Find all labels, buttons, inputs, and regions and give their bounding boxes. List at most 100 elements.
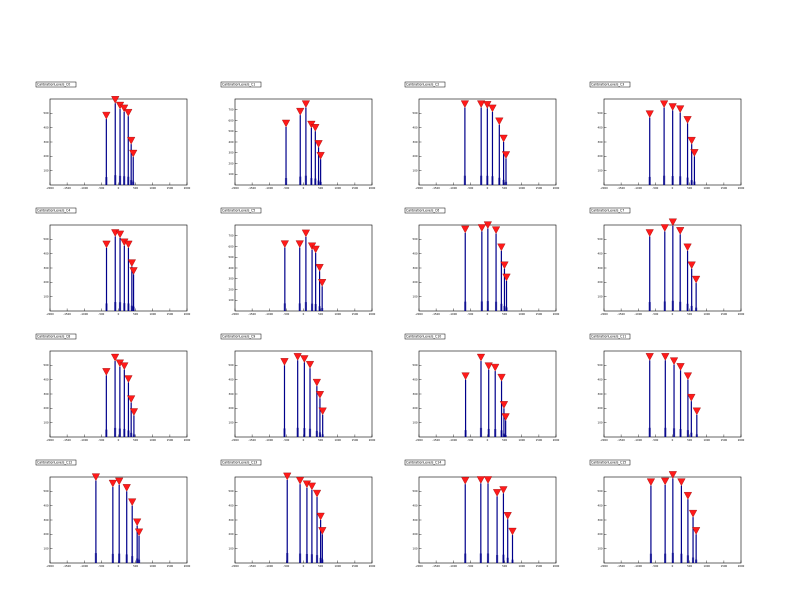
peak-base <box>113 427 117 437</box>
histogram-peak <box>123 369 125 437</box>
y-tick-label: 500 <box>413 489 418 493</box>
peak-base <box>663 301 666 311</box>
x-tick-label: -2000 <box>231 312 239 316</box>
peak-base <box>132 434 136 437</box>
x-tick-label: -1500 <box>432 186 440 190</box>
x-tick-label: 1000 <box>334 186 341 190</box>
histogram-peak <box>133 415 135 437</box>
peak-marker <box>484 362 493 371</box>
y-tick-label: 400 <box>413 378 418 382</box>
histogram-peak <box>105 375 107 437</box>
x-tick-label: -500 <box>652 438 658 442</box>
histogram-peak <box>500 250 502 311</box>
x-tick-label: 1500 <box>352 186 359 190</box>
peak-base <box>487 428 490 437</box>
histogram-peak <box>131 266 133 311</box>
histogram-peak <box>285 126 287 185</box>
x-tick-label: 1000 <box>334 564 341 568</box>
peak-base <box>505 307 508 311</box>
pad-title-box <box>589 81 631 88</box>
peak-base <box>671 300 674 311</box>
peak-base <box>671 552 674 563</box>
peak-marker <box>491 363 500 372</box>
y-tick-label: 300 <box>44 518 49 522</box>
y-tick-label: 600 <box>229 118 234 122</box>
x-tick-label: 500 <box>318 564 323 568</box>
peak-marker <box>497 243 506 252</box>
x-tick-label: 1500 <box>352 312 359 316</box>
peak-marker <box>311 124 320 132</box>
y-tick-label: 100 <box>598 421 603 425</box>
peak-marker <box>127 136 136 145</box>
peak-base <box>504 435 507 437</box>
histogram-pad: CalibrationLevels_C11 -2000 -1500 -1000 -500… <box>589 333 745 442</box>
peak-base <box>125 554 128 563</box>
histogram-pad: CalibrationLevels_C15 -2000 -1500 -1000 -500… <box>589 459 745 568</box>
y-tick-label: 300 <box>229 392 234 396</box>
histogram-peak <box>132 157 134 185</box>
histogram-peak <box>503 408 505 437</box>
peak-base <box>114 302 117 311</box>
peak-base <box>663 175 666 185</box>
peak-base <box>479 427 483 437</box>
peak-marker <box>301 100 310 108</box>
histogram-peak <box>486 108 488 185</box>
y-tick-label: 300 <box>413 140 418 144</box>
histogram-peak <box>320 159 322 185</box>
y-tick-label: 100 <box>413 421 418 425</box>
y-tick-label: 100 <box>44 295 49 299</box>
histogram-pad: CalibrationLevels_C1 -2000 -1500 -1000 -500 0… <box>220 81 376 190</box>
histogram-peak <box>495 233 497 311</box>
pad-title-box <box>589 333 631 340</box>
y-tick-label: 500 <box>229 129 234 133</box>
histogram-peak <box>315 252 317 311</box>
y-tick-label: 200 <box>44 280 49 284</box>
pad-title-box <box>35 459 77 466</box>
y-tick-label: 500 <box>413 111 418 115</box>
peak-base <box>480 301 483 311</box>
peak-marker <box>134 528 144 537</box>
x-tick-label: 0 <box>118 186 120 190</box>
peak-base <box>511 559 514 563</box>
peak-marker <box>315 264 324 272</box>
x-tick-label: -1500 <box>248 186 256 190</box>
peak-base <box>464 430 467 437</box>
y-tick-label: 400 <box>229 266 234 270</box>
x-tick-label: -1500 <box>617 186 625 190</box>
y-tick-label: 200 <box>413 280 418 284</box>
x-tick-label: 0 <box>487 564 489 568</box>
x-tick-label: -500 <box>652 564 658 568</box>
peak-marker <box>676 363 685 371</box>
peak-marker <box>128 498 137 507</box>
pad-grid: CalibrationLevels_C0 -2000 -1500 -1000 -500 0… <box>35 81 745 568</box>
x-tick-label: -1500 <box>248 312 256 316</box>
histogram-pad: CalibrationLevels_C13 -2000 -1500 -1000 -500… <box>220 459 376 568</box>
x-tick-label: 1500 <box>352 438 359 442</box>
x-tick-label: 0 <box>303 438 305 442</box>
x-tick-label: 0 <box>672 564 674 568</box>
peak-base <box>118 302 122 311</box>
y-tick-label: 400 <box>598 504 603 508</box>
histogram-peak <box>502 493 505 563</box>
histogram-peak <box>299 484 301 563</box>
histogram-peak <box>114 361 116 437</box>
peak-base <box>695 307 698 311</box>
peak-marker <box>129 408 139 416</box>
x-tick-label: 2000 <box>369 438 376 442</box>
histogram-pad: CalibrationLevels_C8 -2000 -1500 -1000 -500 0… <box>35 333 191 442</box>
x-tick-label: -1000 <box>634 438 642 442</box>
x-tick-label: 1500 <box>167 312 174 316</box>
x-tick-label: -500 <box>467 186 473 190</box>
peak-base <box>132 306 135 311</box>
y-tick-label: 300 <box>598 518 603 522</box>
x-tick-label: 0 <box>487 186 489 190</box>
x-tick-label: 2000 <box>369 186 376 190</box>
histogram-peak <box>464 484 466 563</box>
y-tick-label: 300 <box>44 392 49 396</box>
x-tick-label: 500 <box>133 438 138 442</box>
x-tick-label: 1000 <box>149 186 156 190</box>
y-tick-label: 400 <box>229 140 234 144</box>
peak-marker <box>508 527 517 536</box>
x-tick-label: -1500 <box>432 312 440 316</box>
